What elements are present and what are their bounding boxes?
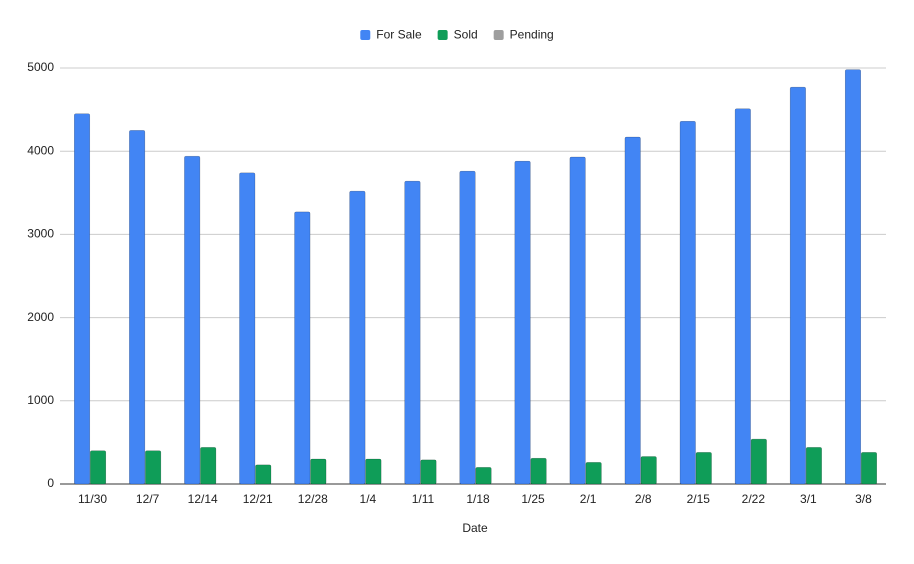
x-tick-label: 11/30 (78, 492, 107, 506)
x-tick-label: 2/22 (742, 492, 766, 506)
y-tick-label: 2000 (27, 310, 54, 324)
bar (734, 108, 751, 485)
x-tick-label: 3/1 (800, 492, 817, 506)
bar (844, 69, 861, 485)
x-tick-label: 3/8 (855, 492, 872, 506)
x-tick-label: 12/21 (243, 492, 273, 506)
bar (420, 459, 437, 485)
x-tick-label: 12/7 (136, 492, 160, 506)
bar (200, 447, 217, 485)
bar (695, 452, 712, 485)
bar (349, 190, 366, 485)
legend-label: Sold (454, 28, 478, 42)
x-tick-label: 1/18 (466, 492, 490, 506)
bar (750, 438, 767, 485)
legend-swatch (493, 30, 504, 40)
bar (585, 462, 602, 485)
bar (74, 113, 91, 485)
y-tick-label: 4000 (27, 143, 54, 157)
bar (184, 155, 201, 485)
x-tick-label: 1/25 (521, 492, 545, 506)
x-tick-label: 1/11 (412, 492, 435, 506)
x-tick-label: 1/4 (360, 492, 377, 506)
y-tick-label: 0 (47, 476, 54, 490)
x-tick-label: 12/14 (188, 492, 218, 506)
bar (365, 458, 382, 485)
x-tick-label: 2/1 (580, 492, 597, 506)
bar (255, 464, 272, 485)
bar (145, 450, 162, 485)
y-tick-label: 1000 (27, 393, 54, 407)
bar (310, 458, 327, 485)
legend-swatch (360, 30, 371, 40)
bar (129, 130, 146, 485)
legend-swatch (437, 30, 448, 40)
bar (404, 180, 421, 485)
y-tick-label: 5000 (27, 60, 54, 74)
legend-label: For Sale (376, 28, 422, 42)
bar (294, 211, 311, 485)
bar (530, 457, 547, 485)
bar (459, 170, 476, 485)
y-tick-label: 3000 (27, 227, 54, 241)
bar (514, 160, 531, 485)
x-tick-label: 2/8 (635, 492, 652, 506)
bar (90, 450, 107, 485)
bar (640, 456, 657, 485)
bar (569, 156, 586, 485)
legend-label: Pending (510, 28, 554, 42)
bar (789, 86, 806, 485)
bar (805, 447, 822, 485)
x-tick-label: 2/15 (687, 492, 711, 506)
x-axis-label: Date (462, 521, 488, 535)
bar (475, 467, 492, 485)
bar (239, 172, 256, 485)
bar (860, 452, 877, 485)
x-tick-label: 12/28 (298, 492, 328, 506)
bar (624, 136, 641, 485)
bar (679, 120, 696, 485)
